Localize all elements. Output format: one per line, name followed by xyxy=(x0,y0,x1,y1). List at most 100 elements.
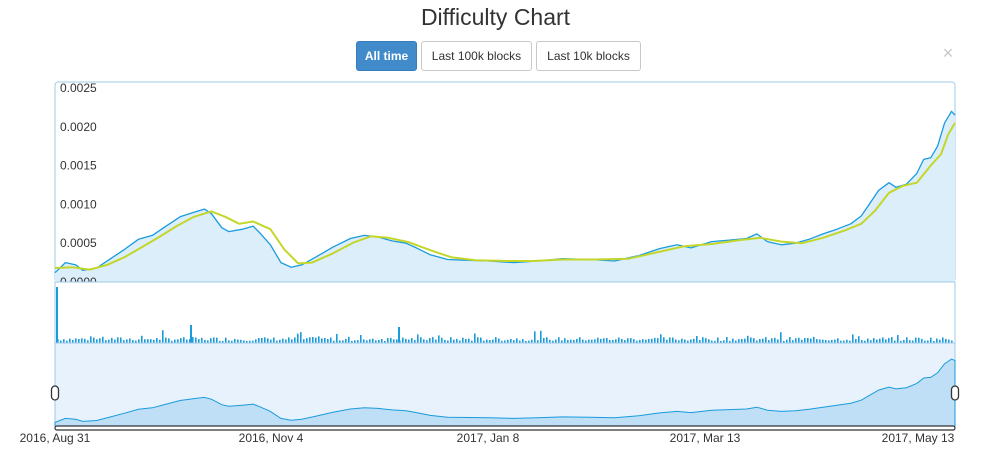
block-bar xyxy=(405,338,407,343)
block-bar xyxy=(741,339,743,343)
block-bar xyxy=(357,340,359,343)
block-bar xyxy=(444,339,446,343)
block-bar xyxy=(648,339,650,343)
block-bar xyxy=(894,340,896,343)
last-100k-blocks-button[interactable]: Last 100k blocks xyxy=(421,41,532,71)
block-bar xyxy=(513,340,515,343)
block-bar xyxy=(618,337,620,343)
block-bar xyxy=(933,341,935,343)
block-bar xyxy=(60,340,62,343)
block-bar xyxy=(168,338,170,343)
block-bar xyxy=(378,340,380,343)
block-bar xyxy=(315,337,317,343)
y-tick-label: 0.0025 xyxy=(60,81,97,95)
block-bar xyxy=(909,340,911,343)
block-bar xyxy=(171,340,173,343)
x-tick-label: 2016, Nov 4 xyxy=(239,431,304,445)
block-bar xyxy=(489,340,491,343)
block-bar xyxy=(93,337,95,343)
navigator-right-handle[interactable] xyxy=(950,385,960,401)
block-bar xyxy=(246,341,248,343)
block-bar xyxy=(195,337,197,343)
block-bar xyxy=(885,339,887,343)
navigator-panel[interactable] xyxy=(50,342,960,431)
block-bar xyxy=(468,338,470,343)
block-bar xyxy=(336,333,338,343)
block-bar xyxy=(279,339,281,343)
block-bar xyxy=(792,340,794,343)
block-bar xyxy=(939,339,941,343)
block-bar xyxy=(627,338,629,343)
block-bar xyxy=(78,339,80,343)
navigator-scrollbar[interactable] xyxy=(54,425,956,431)
block-bar xyxy=(573,340,575,343)
block-bar xyxy=(891,337,893,343)
block-bar xyxy=(738,339,740,343)
block-bar xyxy=(240,339,242,343)
block-bar xyxy=(753,338,755,343)
all-time-button[interactable]: All time xyxy=(356,41,417,71)
block-bar xyxy=(831,339,833,343)
block-bar xyxy=(642,339,644,343)
block-bar xyxy=(252,340,254,343)
block-bar xyxy=(381,339,383,343)
block-bar xyxy=(858,336,860,343)
block-bar xyxy=(282,338,284,343)
block-bar xyxy=(396,339,398,343)
block-bar xyxy=(501,340,503,343)
block-bar xyxy=(504,340,506,343)
block-bar xyxy=(732,338,734,343)
block-bar xyxy=(480,337,482,343)
block-bar xyxy=(477,337,479,343)
block-bar xyxy=(768,340,770,343)
block-bar xyxy=(951,340,953,343)
block-bar xyxy=(429,338,431,343)
block-bar xyxy=(636,340,638,343)
block-bar xyxy=(132,340,134,343)
block-bar xyxy=(879,338,881,343)
block-bar xyxy=(366,340,368,343)
block-bar xyxy=(96,339,98,343)
navigator-series-area xyxy=(54,358,956,427)
block-bar xyxy=(273,337,275,343)
x-tick-label: 2017, Mar 13 xyxy=(670,431,741,445)
navigator-left-handle[interactable] xyxy=(50,385,60,401)
block-bar xyxy=(552,340,554,343)
block-bar xyxy=(228,340,230,343)
block-bar xyxy=(351,340,353,343)
block-bar xyxy=(174,339,176,343)
block-bar xyxy=(687,340,689,343)
block-bar xyxy=(801,339,803,343)
block-bar xyxy=(81,338,83,343)
block-bar xyxy=(600,338,602,343)
block-bar xyxy=(786,339,788,343)
last-10k-blocks-button[interactable]: Last 10k blocks xyxy=(536,41,641,71)
block-bar xyxy=(189,339,191,343)
y-tick-label: 0.0020 xyxy=(60,120,97,134)
block-bar xyxy=(204,339,206,343)
block-bar xyxy=(150,339,152,343)
block-bar xyxy=(510,338,512,343)
block-bar xyxy=(210,338,212,343)
block-bar xyxy=(390,337,392,343)
block-bar xyxy=(483,340,485,343)
block-bar-spike xyxy=(190,325,192,343)
close-icon[interactable]: × xyxy=(942,43,954,63)
block-bar xyxy=(528,340,530,343)
block-bar xyxy=(216,337,218,343)
block-bar xyxy=(177,339,179,343)
block-bar xyxy=(123,340,125,343)
block-bar xyxy=(474,333,476,343)
block-bar xyxy=(705,338,707,343)
block-bar xyxy=(354,340,356,343)
block-bar xyxy=(765,337,767,343)
block-bar xyxy=(300,332,302,343)
block-bar xyxy=(222,340,224,343)
y-tick-label: 0.0015 xyxy=(60,159,97,173)
block-bar xyxy=(606,338,608,343)
block-bar xyxy=(342,340,344,343)
block-bar xyxy=(696,336,698,343)
block-bar xyxy=(807,338,809,343)
block-bar xyxy=(558,337,560,343)
block-bar xyxy=(243,340,245,343)
